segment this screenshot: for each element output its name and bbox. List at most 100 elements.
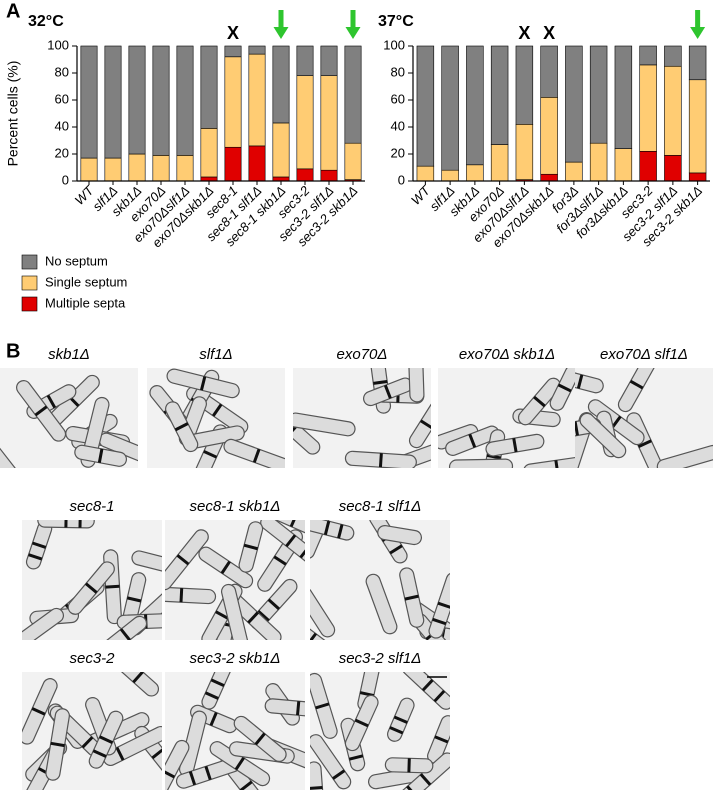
bar-segment <box>80 45 98 159</box>
septum <box>332 769 346 780</box>
cell <box>579 412 627 459</box>
bar-segment <box>224 56 242 148</box>
cell <box>377 524 423 546</box>
septum <box>299 545 305 559</box>
septum <box>105 584 120 589</box>
cell <box>88 710 124 769</box>
chart-title: 32°C <box>28 13 64 30</box>
cell-body <box>448 458 514 468</box>
bar-segment <box>320 169 338 182</box>
cell <box>165 529 209 591</box>
septum <box>243 543 259 551</box>
cell-body <box>310 586 336 638</box>
cell <box>310 761 325 790</box>
bar-segment <box>589 45 608 144</box>
septum <box>512 437 518 453</box>
y-tick-label: 20 <box>391 145 405 160</box>
cell <box>45 708 70 781</box>
septum <box>310 786 323 790</box>
cell-body <box>22 607 65 640</box>
septum <box>267 598 281 611</box>
septum <box>151 748 162 760</box>
septum <box>81 736 94 749</box>
cell <box>310 520 355 541</box>
septum <box>310 632 318 640</box>
septum <box>389 544 403 555</box>
bar-segment <box>688 172 707 182</box>
bar-segment <box>614 45 633 149</box>
bar-segment <box>664 65 682 156</box>
bar-segment <box>441 169 459 182</box>
septum <box>215 610 229 620</box>
cell <box>165 586 217 605</box>
annotation: X <box>543 23 555 43</box>
septum <box>289 520 299 528</box>
legend-label: Multiple septa <box>45 295 126 310</box>
y-tick-label: 40 <box>391 118 405 133</box>
image-caption: sec8-1 slf1Δ <box>339 498 422 515</box>
septum <box>433 689 446 703</box>
septum <box>373 379 388 385</box>
bar-segment <box>664 45 682 67</box>
cell-body <box>377 524 423 546</box>
cell-body <box>365 573 398 635</box>
cells <box>22 672 162 790</box>
arrow <box>345 10 361 39</box>
cell-body <box>408 368 425 403</box>
septum <box>486 453 502 460</box>
septum <box>285 534 297 548</box>
bar-segment <box>248 145 266 182</box>
septum <box>273 555 287 566</box>
cell <box>264 698 305 719</box>
bar-segment <box>639 64 657 152</box>
bar-segment <box>688 45 707 81</box>
cell-body <box>293 412 356 437</box>
cell <box>260 520 305 567</box>
bar-segment <box>540 97 558 175</box>
bar-segment <box>416 45 435 167</box>
septum <box>252 448 261 463</box>
cell <box>74 444 128 467</box>
cell <box>223 438 285 468</box>
bar-segment <box>441 45 459 171</box>
cell <box>344 694 379 752</box>
cell <box>16 380 67 442</box>
bar-segment <box>688 79 707 174</box>
cell <box>220 583 250 640</box>
septum <box>383 384 392 399</box>
bar-segment <box>272 45 290 124</box>
cell <box>384 757 434 774</box>
septum <box>254 732 266 746</box>
bar-segment <box>248 53 266 147</box>
y-tick-label: 100 <box>47 37 69 52</box>
cell <box>67 561 115 615</box>
bar-segment <box>540 173 558 182</box>
cell <box>365 573 398 635</box>
cell-body <box>656 444 713 468</box>
panel-label: A <box>6 0 20 22</box>
septum <box>31 541 47 549</box>
cell <box>428 572 450 639</box>
cell-body <box>579 412 627 459</box>
bar-segment <box>515 124 534 180</box>
septum <box>165 769 176 779</box>
cell <box>363 377 413 407</box>
cell <box>310 672 338 739</box>
septum <box>203 450 218 459</box>
legend-swatch <box>21 275 38 291</box>
septum <box>174 422 189 432</box>
bar-segment <box>565 161 583 182</box>
septum <box>179 588 184 603</box>
septum <box>557 383 572 393</box>
y-tick-label: 20 <box>55 145 69 160</box>
cell <box>22 678 58 745</box>
bar-segment <box>224 45 242 58</box>
cells <box>310 672 450 790</box>
cell <box>523 455 576 468</box>
bar-segment <box>639 45 657 66</box>
septum <box>132 672 144 684</box>
image-caption: exo70Δ slf1Δ <box>600 346 688 363</box>
y-tick-label: 100 <box>383 37 405 52</box>
septum <box>50 741 65 748</box>
septum <box>28 553 43 561</box>
